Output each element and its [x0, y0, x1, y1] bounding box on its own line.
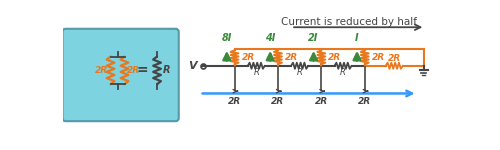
Text: =: =: [136, 63, 148, 77]
Text: 4I: 4I: [265, 33, 276, 43]
Text: Current is reduced by half: Current is reduced by half: [281, 17, 417, 27]
Text: 2R: 2R: [372, 53, 385, 62]
Text: 2R: 2R: [328, 53, 342, 62]
Text: V: V: [188, 61, 196, 71]
Text: 2R: 2R: [285, 53, 298, 62]
Text: 2R: 2R: [94, 66, 108, 75]
Text: I: I: [355, 33, 359, 43]
Text: 2R: 2R: [127, 66, 140, 75]
Text: 2R: 2R: [272, 97, 284, 106]
Text: R: R: [296, 68, 302, 77]
Text: 2R: 2R: [242, 53, 254, 62]
Text: R: R: [162, 65, 170, 75]
Text: R: R: [254, 68, 259, 77]
Text: 2I: 2I: [308, 33, 319, 43]
Text: 8I: 8I: [222, 33, 232, 43]
Text: 2R: 2R: [358, 97, 372, 106]
Text: 2R: 2R: [228, 97, 241, 106]
FancyBboxPatch shape: [62, 29, 179, 121]
Text: R: R: [340, 68, 346, 77]
Text: 2R: 2R: [315, 97, 328, 106]
Text: 2R: 2R: [388, 54, 401, 63]
